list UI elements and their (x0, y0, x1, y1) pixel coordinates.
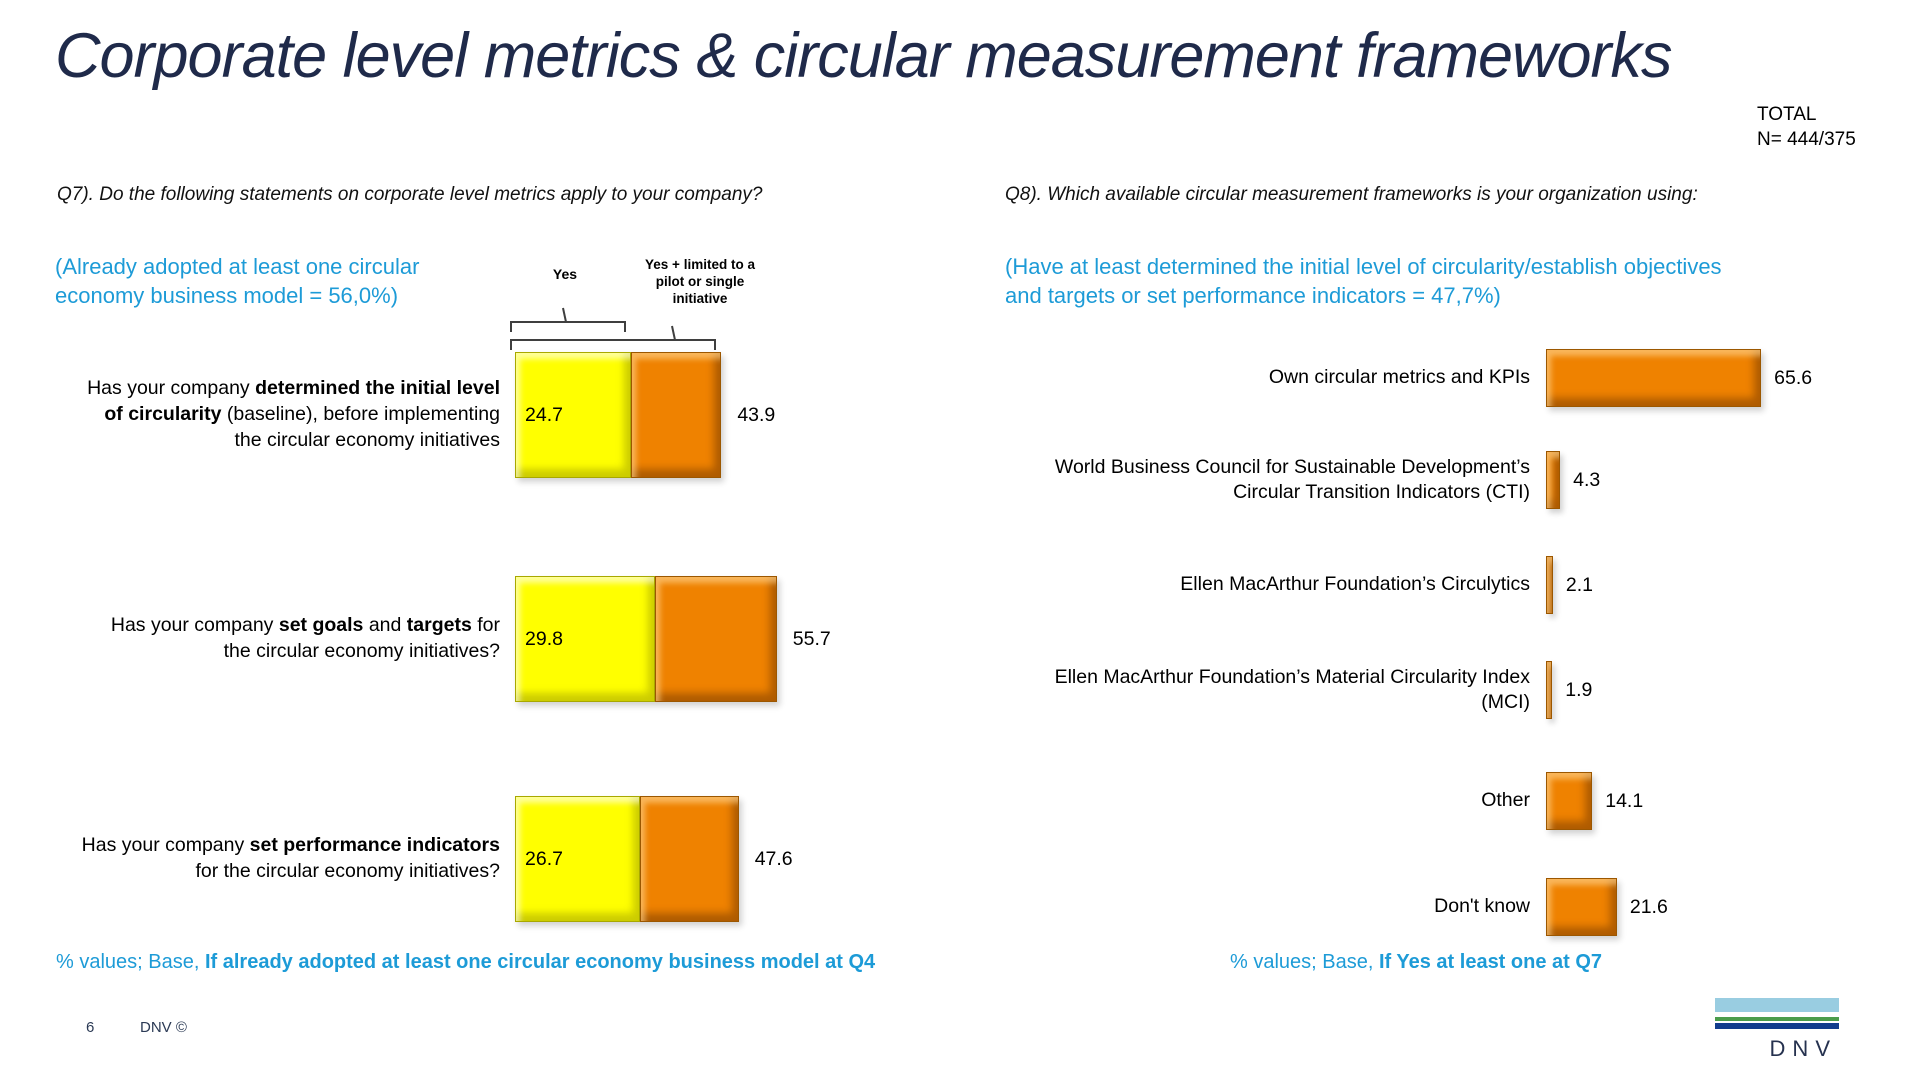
q7-bar-yes-plus (655, 576, 777, 702)
q7-value-yes-plus: 47.6 (754, 847, 793, 870)
q8-bar-segment (1546, 772, 1593, 830)
q7-value-yes: 29.8 (525, 627, 563, 650)
q8-row-dont-know: Don't know 21.6 (1052, 878, 1912, 936)
q7-bar-yes-plus (640, 796, 739, 922)
label-text: and (363, 614, 407, 637)
q7-stacked-bar: 26.7 (515, 796, 739, 922)
q7-value-yes: 24.7 (525, 403, 563, 426)
q8-bar-segment (1546, 661, 1553, 719)
q8-row-circulytics: Ellen MacArthur Foundation’s Circulytics… (1052, 556, 1912, 614)
q7-base-subtitle: (Already adopted at least one circular e… (55, 252, 419, 310)
footnote-prefix: % values; Base, (56, 951, 205, 973)
footnote-prefix: % values; Base, (1230, 951, 1379, 973)
q8-value: 4.3 (1573, 468, 1601, 491)
q8-value: 65.6 (1774, 366, 1813, 389)
label-text: for the circular economy initiatives? (223, 614, 500, 662)
footnote-bold: If already adopted at least one circular… (204, 951, 876, 973)
q8-row-other: Other 14.1 (1052, 772, 1912, 830)
q7-stacked-bar: 29.8 (515, 576, 777, 702)
legend-bracket-icon (510, 307, 716, 350)
q8-value: 1.9 (1565, 678, 1593, 701)
q8-row-own-metrics: Own circular metrics and KPIs 65.6 (1052, 349, 1912, 407)
q8-subtitle-line2: and targets or set performance indicator… (1005, 283, 1501, 309)
q8-row-label: World Business Council for Sustainable D… (1054, 455, 1530, 503)
q7-legend-yes-plus: Yes + limited to a pilot or single initi… (645, 257, 755, 306)
q7-row-label: Has your company set performance indicat… (80, 833, 515, 884)
q7-value-yes-plus: 43.9 (737, 403, 776, 426)
q7-bar-yes: 29.8 (515, 576, 656, 702)
label-text: Has your company (81, 834, 250, 857)
label-bold-text: set goals (278, 614, 364, 637)
q7-row-label: Has your company determined the initial … (80, 376, 515, 453)
copyright-label: DNV © (140, 1019, 187, 1036)
label-text: (baseline), before implementing the circ… (221, 403, 500, 451)
logo-stripe-skyblue (1715, 998, 1839, 1012)
q8-bar-segment (1546, 556, 1553, 614)
q8-row-mci: Ellen MacArthur Foundation’s Material Ci… (1052, 661, 1912, 719)
q8-row-label: Ellen MacArthur Foundation’s Circulytics (1180, 573, 1530, 596)
q7-bar-yes: 26.7 (515, 796, 641, 922)
logo-wordmark: DNV (1769, 1036, 1837, 1061)
page-number: 6 (86, 1019, 95, 1036)
q7-stacked-bar: 24.7 (515, 352, 722, 478)
q8-bar (1546, 349, 1762, 407)
footnote-bold: If Yes at least one at Q7 (1378, 951, 1603, 973)
label-bold-text: set performance indicators (249, 834, 500, 857)
q8-row-label: Ellen MacArthur Foundation’s Material Ci… (1054, 665, 1530, 713)
q7-row-performance-indicators: Has your company set performance indicat… (80, 796, 900, 922)
q8-base-subtitle: (Have at least determined the initial le… (1005, 252, 1722, 310)
q8-bar (1546, 661, 1553, 719)
q8-bar-segment (1546, 451, 1561, 509)
q8-bar (1546, 878, 1617, 936)
q7-value-yes: 26.7 (525, 847, 563, 870)
q8-question-text: Q8). Which available circular measuremen… (1005, 184, 1698, 205)
q8-value: 2.1 (1565, 573, 1593, 596)
q8-row-label: Other (1481, 789, 1530, 812)
q7-value-yes-plus: 55.7 (792, 627, 831, 650)
q8-subtitle-line1: (Have at least determined the initial le… (1005, 254, 1722, 279)
logo-stripe-navy (1715, 1023, 1839, 1029)
label-text: Has your company (87, 377, 256, 400)
q7-question-text: Q7). Do the following statements on corp… (57, 184, 763, 205)
q8-base-footnote: % values; Base, If Yes at least one at Q… (1230, 951, 1602, 974)
q7-legend-yes: Yes (552, 266, 578, 282)
dnv-logo: DNV (1715, 998, 1839, 1062)
q7-bar-yes-plus (631, 352, 722, 478)
q8-bar-segment (1546, 878, 1617, 936)
label-text: Has your company (110, 614, 279, 637)
q7-row-label: Has your company set goals and targets f… (80, 613, 515, 664)
q8-bar (1546, 451, 1561, 509)
q7-bar-yes: 24.7 (515, 352, 632, 478)
q7-base-footnote: % values; Base, If already adopted at le… (56, 951, 875, 974)
q8-value: 21.6 (1629, 895, 1668, 918)
total-n-value: N= 444/375 (1757, 129, 1856, 151)
q7-row-determined-circularity: Has your company determined the initial … (80, 352, 900, 478)
q8-bar (1546, 556, 1553, 614)
q8-bar (1546, 772, 1593, 830)
q7-subtitle-line2: economy business model = 56,0%) (55, 283, 399, 309)
total-base-note: TOTAL N= 444/375 (1757, 102, 1856, 152)
page-title: Corporate level metrics & circular measu… (55, 21, 1672, 91)
logo-stripe-green (1715, 1017, 1839, 1021)
q7-row-goals-targets: Has your company set goals and targets f… (80, 576, 900, 702)
total-label: TOTAL (1757, 104, 1817, 125)
q8-bar-segment (1546, 349, 1762, 407)
label-text: for the circular economy initiatives? (195, 860, 500, 882)
label-bold-text: determined the initial level of circular… (104, 377, 500, 426)
q7-subtitle-line1: (Already adopted at least one circular (55, 254, 420, 279)
q8-row-label: Own circular metrics and KPIs (1268, 366, 1530, 389)
q8-row-label: Don't know (1434, 895, 1530, 918)
q8-row-wbcsd-cti: World Business Council for Sustainable D… (1052, 451, 1912, 509)
q8-value: 14.1 (1605, 789, 1644, 812)
label-bold-text: targets (406, 614, 472, 637)
